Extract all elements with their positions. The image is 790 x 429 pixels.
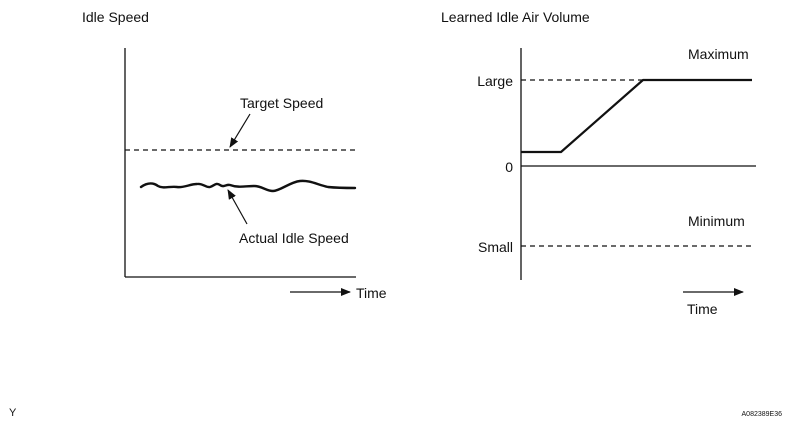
- idle-speed-panel: Idle Speed Target Speed Actual Idle Spee…: [82, 9, 387, 301]
- actual-idle-speed-arrow: [227, 189, 248, 225]
- small-label: Small: [478, 239, 513, 255]
- learned-volume-line: [521, 78, 752, 154]
- actual-idle-speed-label: Actual Idle Speed: [239, 230, 349, 246]
- large-label: Large: [477, 73, 513, 89]
- learned-idle-air-volume-title: Learned Idle Air Volume: [441, 9, 590, 25]
- corner-mark: Y: [9, 407, 17, 419]
- zero-label: 0: [505, 159, 513, 175]
- left-time-label: Time: [356, 285, 387, 301]
- target-speed-label: Target Speed: [240, 95, 323, 111]
- learned-idle-air-volume-panel: Learned Idle Air Volume Maximum Large 0 …: [441, 9, 756, 317]
- figure-code: A082389E36: [742, 411, 783, 418]
- maximum-label: Maximum: [688, 46, 749, 62]
- right-time-label: Time: [687, 301, 718, 317]
- idle-speed-title: Idle Speed: [82, 9, 149, 25]
- target-speed-arrow: [229, 113, 251, 148]
- minimum-label: Minimum: [688, 213, 745, 229]
- actual-idle-speed-line: [139, 179, 357, 193]
